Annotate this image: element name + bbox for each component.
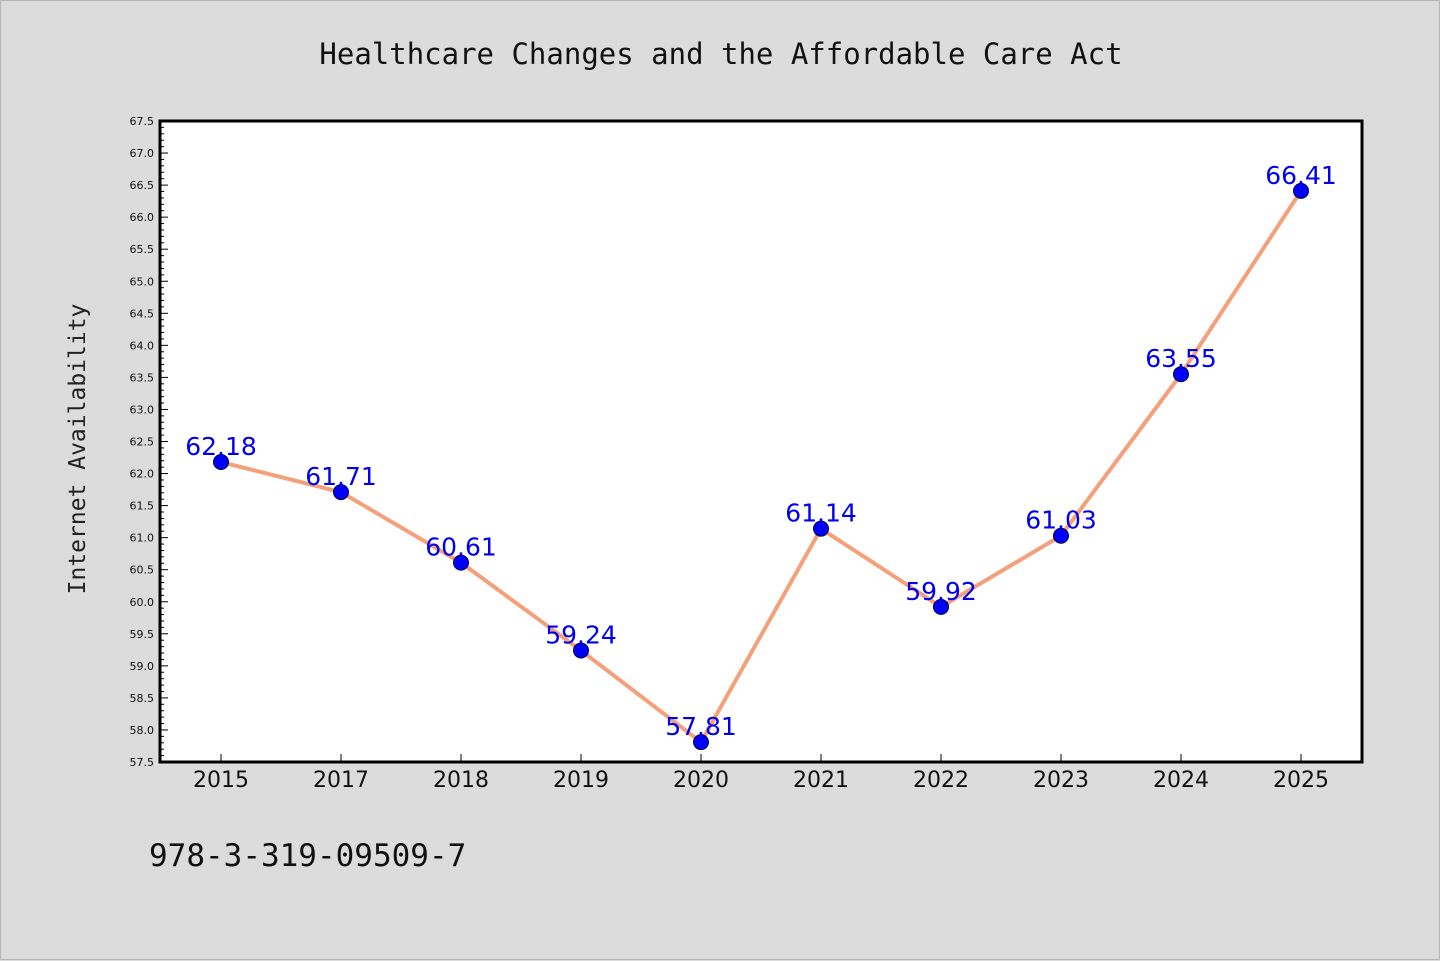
y-tick-label: 60.5 (130, 564, 155, 577)
data-point-marker (1053, 527, 1069, 544)
data-label: 61.71 (305, 462, 377, 491)
y-tick-label: 65.0 (130, 275, 155, 288)
data-labels: 62.18 61.71 60.61 59.24 57.81 61.14 59.92 61.03… (185, 161, 1337, 741)
data-point-marker (933, 598, 949, 615)
x-axis-ticks: 2015 2017 2018 2019 2020 2021 2022 2023 2024 2025 (193, 754, 1329, 793)
plot-frame (158, 119, 1364, 764)
y-tick-label: 62.5 (130, 436, 155, 449)
x-tick-label: 2024 (1153, 768, 1209, 793)
data-label: 60.61 (425, 533, 497, 562)
y-tick-label: 58.0 (130, 724, 155, 737)
data-label: 62.18 (185, 432, 257, 461)
x-tick-label: 2019 (553, 768, 609, 793)
y-tick-label: 67.0 (130, 147, 155, 160)
x-tick-label: 2021 (793, 768, 849, 793)
data-point-marker (333, 484, 349, 501)
x-tick-label: 2018 (433, 768, 489, 793)
y-tick-label: 57.5 (130, 756, 155, 769)
y-tick-label: 63.5 (130, 371, 155, 384)
footer-isbn-text: 978-3-319-09509-7 (149, 838, 466, 874)
y-tick-label: 59.5 (130, 628, 155, 641)
data-point-marker (693, 734, 709, 751)
y-tick-label: 61.5 (130, 500, 155, 513)
data-label: 63.55 (1145, 344, 1217, 373)
y-tick-label: 65.5 (130, 243, 155, 256)
y-tick-label: 62.0 (130, 468, 155, 481)
y-axis-label: Internet Availability (65, 304, 91, 595)
data-label: 61.03 (1025, 506, 1097, 535)
chart-title: Healthcare Changes and the Affordable Ca… (319, 37, 1122, 71)
data-markers (213, 182, 1309, 751)
data-point-marker (453, 554, 469, 571)
x-tick-label: 2022 (913, 768, 969, 793)
data-label: 59.92 (905, 577, 977, 606)
x-tick-label: 2020 (673, 768, 729, 793)
series-line (220, 189, 1303, 745)
data-label: 61.14 (785, 499, 857, 528)
y-tick-label: 64.0 (130, 339, 155, 352)
data-point-marker (573, 642, 589, 659)
y-tick-label: 66.5 (130, 179, 155, 192)
y-tick-label: 67.5 (130, 115, 155, 128)
x-tick-label: 2015 (193, 768, 249, 793)
y-axis-ticks: 57.5 58.0 58.5 59.0 59.5 60.0 60.5 61.0 61.5 62.0… (130, 115, 168, 769)
y-tick-label: 63.0 (130, 403, 155, 416)
data-point-marker (813, 520, 829, 537)
data-point-marker (1293, 182, 1309, 199)
data-point-marker (213, 454, 229, 471)
y-tick-label: 64.5 (130, 307, 155, 320)
y-tick-label: 59.0 (130, 660, 155, 673)
x-tick-label: 2017 (313, 768, 369, 793)
data-label: 59.24 (545, 620, 617, 649)
y-tick-label: 58.5 (130, 692, 155, 705)
y-tick-label: 60.0 (130, 596, 155, 609)
data-label: 66.41 (1265, 161, 1337, 190)
plot-area (160, 121, 1362, 762)
y-tick-label: 61.0 (130, 532, 155, 545)
data-point-marker (1173, 366, 1189, 383)
y-tick-label: 66.0 (130, 211, 155, 224)
data-label: 57.81 (665, 712, 737, 741)
x-tick-label: 2023 (1033, 768, 1089, 793)
x-tick-label: 2025 (1273, 768, 1329, 793)
